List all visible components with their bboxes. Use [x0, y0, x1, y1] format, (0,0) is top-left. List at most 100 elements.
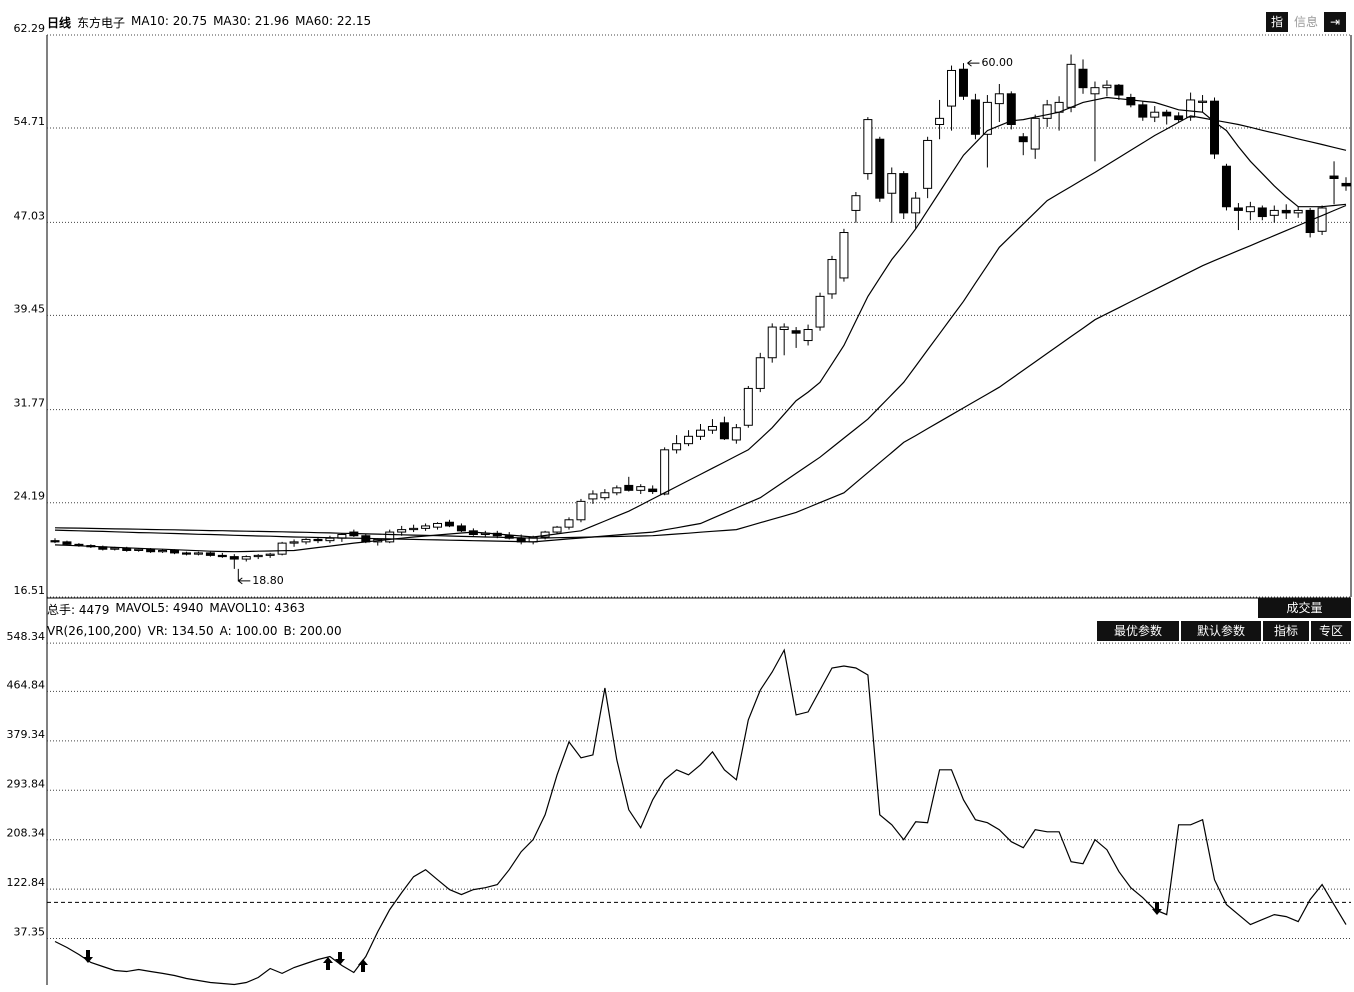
candle-body — [444, 521, 454, 527]
y-tick-label: 293.84 — [7, 777, 46, 790]
candle-body — [600, 492, 610, 499]
annotation-label: 60.00 — [981, 56, 1013, 69]
candle-body — [958, 68, 968, 97]
indicator-button[interactable]: 指标 — [1263, 621, 1309, 641]
y-tick-label: 16.51 — [14, 584, 46, 597]
candle-body — [1030, 117, 1040, 150]
candle-body — [1114, 84, 1124, 96]
candle-body — [289, 541, 299, 544]
candle-body — [767, 326, 777, 359]
candle-body — [1018, 136, 1028, 143]
candle-body — [923, 139, 933, 189]
candle-body — [970, 99, 980, 135]
candle-body — [409, 527, 419, 531]
candle-body — [1042, 104, 1052, 119]
b-value: B: 200.00 — [283, 624, 342, 638]
candle-body — [1233, 207, 1243, 211]
y-tick-label: 379.34 — [7, 728, 46, 741]
candle-body — [397, 529, 407, 533]
best-params-button[interactable]: 最优参数 — [1097, 621, 1179, 641]
candle-body — [1341, 182, 1351, 187]
candle-body — [1162, 111, 1172, 117]
candle-body — [325, 537, 335, 542]
candle-body — [385, 531, 395, 543]
candle-body — [743, 387, 753, 426]
candle-body — [982, 101, 992, 135]
candle-body — [1102, 84, 1112, 89]
candle-body — [1138, 104, 1148, 118]
candle-body — [911, 197, 921, 214]
candle-body — [1329, 175, 1339, 180]
candle-body — [1293, 209, 1303, 214]
candle-body — [50, 540, 60, 543]
info-button[interactable]: 信息 — [1290, 12, 1322, 32]
y-tick-label: 24.19 — [14, 490, 46, 503]
candle-body — [62, 541, 72, 545]
candle-body — [1126, 96, 1136, 106]
candle-body — [707, 425, 717, 431]
candle-body — [277, 542, 287, 555]
ma30-legend: MA30: 21.96 — [213, 14, 290, 28]
candle-body — [851, 195, 861, 211]
candle-body — [229, 556, 239, 560]
vr-params: VR(26,100,200) — [47, 624, 142, 638]
candle-body — [612, 487, 622, 494]
period-label: 日线 — [47, 16, 72, 30]
series-line — [54, 204, 1347, 539]
candle-body — [241, 556, 251, 560]
candle-body — [791, 330, 801, 334]
default-params-button[interactable]: 默认参数 — [1181, 621, 1261, 641]
candle-body — [564, 519, 574, 528]
candle-body — [684, 435, 694, 445]
candle-body — [1305, 209, 1315, 234]
candle-body — [1066, 63, 1076, 108]
candle-body — [170, 549, 180, 554]
y-tick-label: 548.34 — [7, 630, 46, 643]
candle-body — [815, 295, 825, 328]
candle-body — [1245, 206, 1255, 213]
candle-body — [1186, 99, 1196, 118]
candle-body — [887, 173, 897, 194]
candle-body — [134, 548, 144, 551]
volume-tab[interactable]: 成交量 — [1258, 598, 1351, 618]
sell-arrow — [335, 952, 345, 965]
candle-body — [947, 69, 957, 107]
candle-body — [158, 549, 168, 553]
volume-header: 总手: 4479 MAVOL5: 4940 MAVOL10: 4363 — [47, 601, 305, 618]
y-tick-label: 47.03 — [14, 209, 46, 222]
candle-body — [636, 486, 646, 491]
series-line — [54, 648, 1347, 986]
candle-body — [576, 500, 586, 521]
candle-body — [696, 429, 705, 437]
candle-body — [1198, 100, 1208, 103]
candle-body — [265, 553, 275, 556]
candle-body — [839, 232, 849, 279]
vr-value: VR: 134.50 — [147, 624, 214, 638]
exit-button[interactable]: ⇥ — [1324, 12, 1346, 32]
sell-arrow — [83, 950, 93, 963]
y-tick-label: 122.84 — [7, 876, 46, 889]
annotation-pointer — [237, 568, 251, 585]
candle-body — [313, 538, 323, 542]
candle-body — [1090, 87, 1100, 95]
candle-body — [1317, 207, 1327, 232]
y-tick-label: 208.34 — [7, 827, 46, 840]
candle-body — [1006, 93, 1016, 125]
candle-body — [660, 449, 670, 495]
candle-body — [110, 547, 120, 550]
total-volume: 总手: 4479 — [47, 603, 110, 617]
candle-body — [1269, 209, 1279, 216]
candle-body — [421, 525, 431, 529]
candle-body — [672, 443, 682, 451]
a-value: A: 100.00 — [219, 624, 278, 638]
mavol5: MAVOL5: 4940 — [115, 601, 204, 615]
indicator-button[interactable]: 指 — [1266, 12, 1288, 32]
candle-body — [456, 525, 466, 532]
series-line — [54, 96, 1347, 553]
y-tick-label: 54.71 — [14, 115, 46, 128]
candle-body — [875, 138, 885, 199]
zone-button[interactable]: 专区 — [1311, 621, 1351, 641]
candle-body — [827, 259, 837, 295]
